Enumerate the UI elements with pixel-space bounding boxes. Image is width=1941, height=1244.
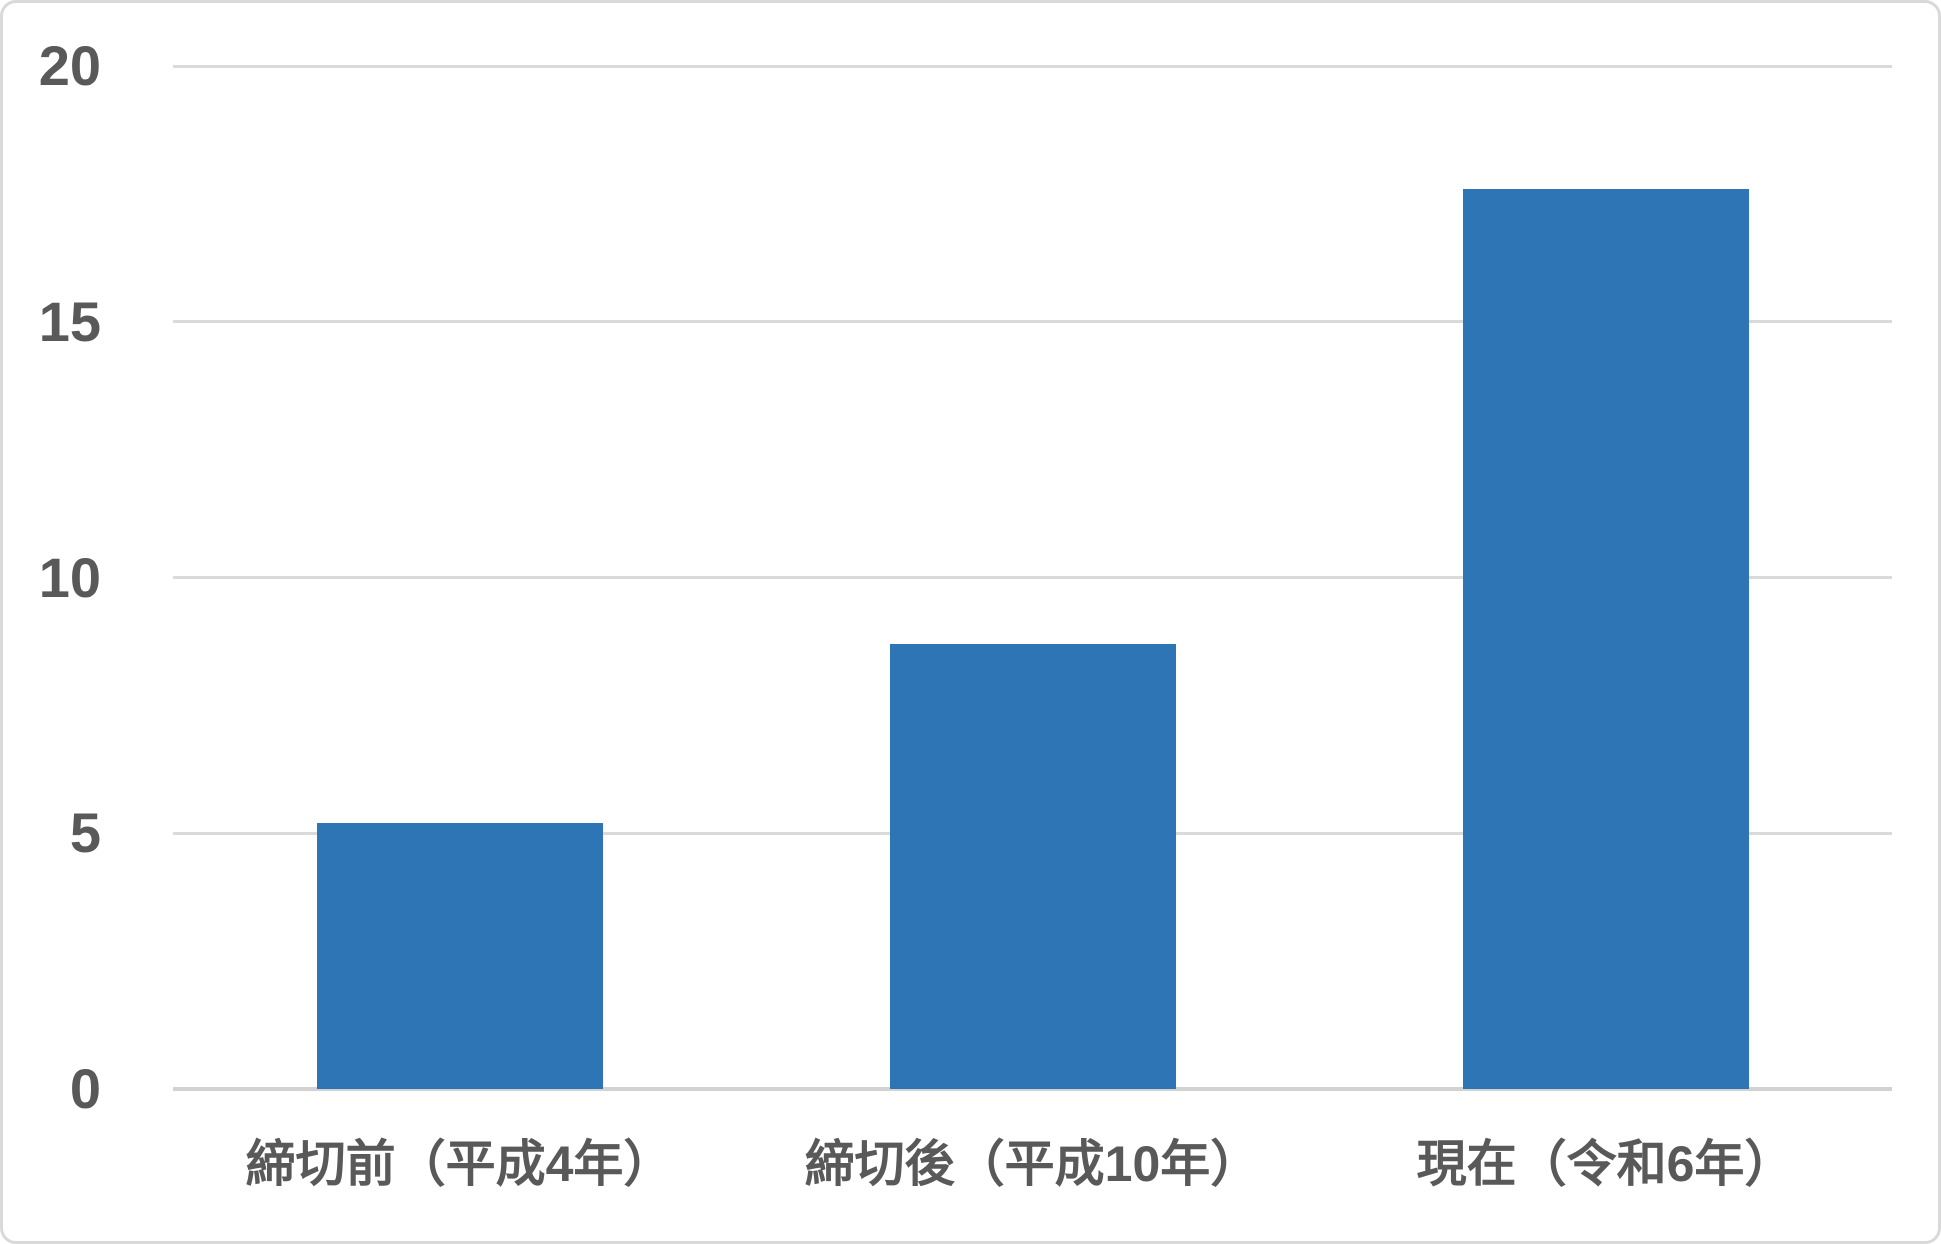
x-axis-label-1: 締切後（平成10年） [804, 1136, 1261, 1192]
bar-2 [1462, 188, 1749, 1089]
y-tick-label-10: 10 [38, 545, 101, 609]
bar-1 [889, 644, 1176, 1089]
y-tick-label-0: 0 [69, 1057, 101, 1120]
y-tick-label-5: 5 [69, 801, 101, 865]
x-axis-label-2: 現在（令和6年） [1416, 1136, 1795, 1192]
x-axis-label-0: 締切前（平成4年） [245, 1136, 674, 1192]
gridline-y10 [173, 576, 1892, 579]
x-axis-line [173, 1087, 1892, 1091]
bar-0 [316, 823, 603, 1089]
plot-area [173, 64, 1892, 1091]
y-tick-label-20: 20 [38, 34, 101, 97]
y-tick-label-15: 15 [38, 289, 101, 353]
gridline-y15 [173, 320, 1892, 324]
gridline-y20 [173, 64, 1892, 68]
